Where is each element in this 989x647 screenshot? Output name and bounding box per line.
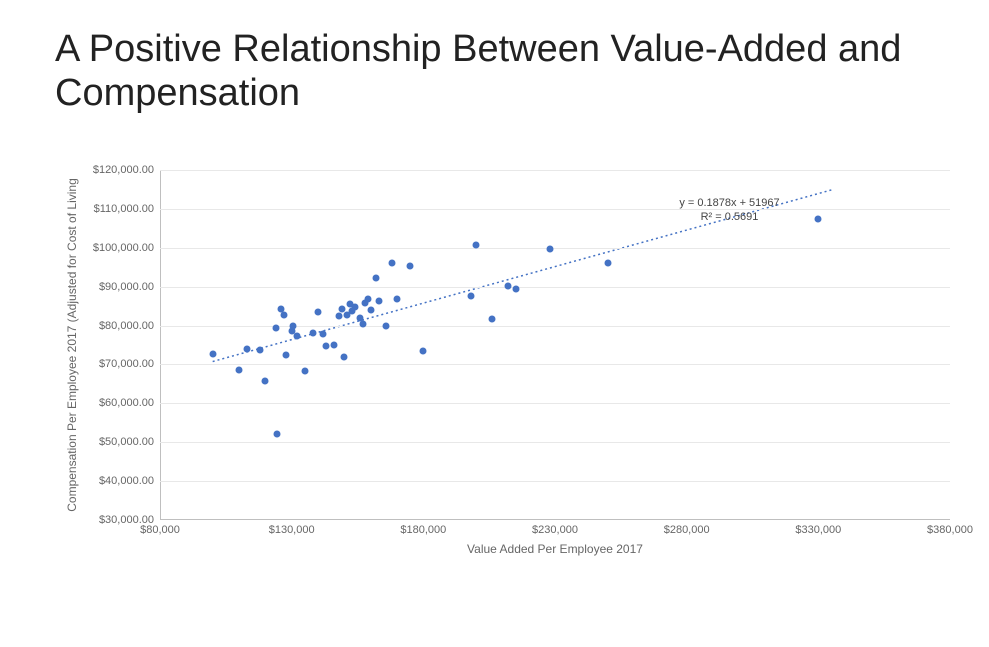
chart-container: Compensation Per Employee 2017 (Adjusted… xyxy=(60,170,950,550)
data-point xyxy=(365,296,372,303)
data-point xyxy=(289,322,296,329)
y-axis-line xyxy=(160,170,161,520)
data-point xyxy=(280,311,287,318)
data-point xyxy=(272,324,279,331)
data-point xyxy=(546,245,553,252)
data-point xyxy=(512,285,519,292)
data-point xyxy=(359,321,366,328)
plot-area: y = 0.1878x + 51967 R² = 0.5691 $30,000.… xyxy=(160,170,950,520)
data-point xyxy=(372,274,379,281)
data-point xyxy=(341,354,348,361)
data-point xyxy=(274,430,281,437)
data-point xyxy=(473,241,480,248)
y-tick-label: $40,000.00 xyxy=(99,475,160,487)
data-point xyxy=(330,342,337,349)
data-point xyxy=(293,333,300,340)
y-tick-label: $60,000.00 xyxy=(99,397,160,409)
data-point xyxy=(394,296,401,303)
data-point xyxy=(815,216,822,223)
data-point xyxy=(236,367,243,374)
data-point xyxy=(351,303,358,310)
x-axis-label: Value Added Per Employee 2017 xyxy=(467,542,643,584)
y-tick-label: $50,000.00 xyxy=(99,436,160,448)
regression-equation: y = 0.1878x + 51967 R² = 0.5691 xyxy=(679,197,779,225)
data-point xyxy=(367,307,374,314)
x-tick-label: $230,000 xyxy=(532,520,578,536)
data-point xyxy=(604,259,611,266)
x-tick-label: $130,000 xyxy=(269,520,315,536)
y-axis-label: Compensation Per Employee 2017 (Adjusted… xyxy=(65,178,79,512)
data-point xyxy=(309,330,316,337)
data-point xyxy=(262,377,269,384)
gridline xyxy=(160,248,950,249)
data-point xyxy=(257,346,264,353)
y-tick-label: $120,000.00 xyxy=(93,164,160,176)
gridline xyxy=(160,287,950,288)
data-point xyxy=(375,298,382,305)
data-point xyxy=(301,368,308,375)
data-point xyxy=(243,345,250,352)
y-tick-label: $90,000.00 xyxy=(99,281,160,293)
data-point xyxy=(209,350,216,357)
y-tick-label: $80,000.00 xyxy=(99,320,160,332)
gridline xyxy=(160,170,950,171)
data-point xyxy=(420,347,427,354)
data-point xyxy=(336,312,343,319)
gridline xyxy=(160,209,950,210)
data-point xyxy=(283,352,290,359)
y-tick-label: $70,000.00 xyxy=(99,358,160,370)
x-tick-label: $330,000 xyxy=(795,520,841,536)
slide: A Positive Relationship Between Value-Ad… xyxy=(0,0,989,647)
r-squared-text: R² = 0.5691 xyxy=(679,211,779,225)
gridline xyxy=(160,364,950,365)
data-point xyxy=(320,331,327,338)
trendline xyxy=(160,170,950,520)
data-point xyxy=(504,282,511,289)
data-point xyxy=(467,293,474,300)
data-point xyxy=(488,315,495,322)
y-tick-label: $100,000.00 xyxy=(93,242,160,254)
page-title: A Positive Relationship Between Value-Ad… xyxy=(55,28,935,115)
x-tick-label: $180,000 xyxy=(400,520,446,536)
data-point xyxy=(315,308,322,315)
data-point xyxy=(407,263,414,270)
x-tick-label: $280,000 xyxy=(664,520,710,536)
y-tick-label: $110,000.00 xyxy=(94,203,160,215)
data-point xyxy=(383,322,390,329)
x-tick-label: $80,000 xyxy=(140,520,180,536)
data-point xyxy=(322,342,329,349)
gridline xyxy=(160,481,950,482)
gridline xyxy=(160,442,950,443)
data-point xyxy=(388,259,395,266)
x-tick-label: $380,000 xyxy=(927,520,973,536)
gridline xyxy=(160,403,950,404)
